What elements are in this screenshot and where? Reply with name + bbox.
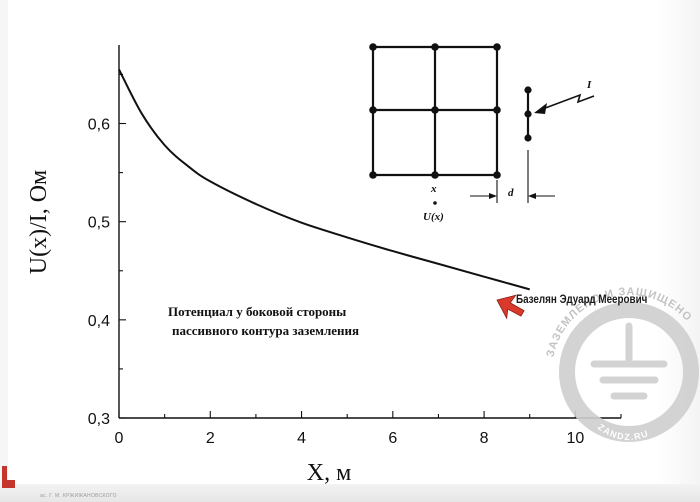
inset-label-i: I <box>586 79 592 91</box>
x-tick-label: 0 <box>115 430 124 447</box>
left-frame <box>0 0 8 502</box>
x-tick-label: 10 <box>566 430 584 447</box>
grid-nodes <box>369 43 501 179</box>
x-tick-label: 6 <box>388 430 397 447</box>
y-tick-label: 0,6 <box>88 117 110 134</box>
y-axis-title: U(x)/I, Ом <box>26 170 52 275</box>
current-arrow <box>534 93 595 114</box>
potential-curve <box>118 69 530 291</box>
y-tick-label: 0,3 <box>88 411 110 428</box>
x-tick-label: 2 <box>206 430 215 447</box>
author-name: Базелян Эдуард Меерович <box>516 292 648 306</box>
electrode-nodes <box>524 86 532 142</box>
inset-label-u: U(x) <box>423 211 444 223</box>
distance-marker <box>470 150 555 203</box>
caption-line-2: пассивного контура заземления <box>172 323 359 338</box>
institute-logo-icon <box>2 466 15 488</box>
inset-label-d: d <box>508 187 514 199</box>
x-axis-title: X, м <box>307 460 352 486</box>
plot-axes <box>118 45 621 419</box>
plot-ticks <box>118 73 622 419</box>
footer-text: ac. Г. М. КРЖИЖАНОВСКОГО <box>40 493 117 499</box>
watermark-outer-ring <box>559 302 699 442</box>
plot-series <box>118 69 530 291</box>
y-tick-label: 0,5 <box>88 215 110 232</box>
ground-symbol-icon <box>590 322 668 400</box>
plot-labels: 0 2 4 6 8 10 0,3 0,4 0,5 0,6 X, м U(x)/I, Ом <box>26 117 584 486</box>
grid-schematic: x U(x) d I <box>369 43 595 223</box>
measure-point <box>433 201 437 205</box>
y-tick-label: 0,4 <box>88 313 110 330</box>
x-tick-label: 8 <box>480 430 489 447</box>
bottom-frame <box>0 484 700 502</box>
mouse-pointer-icon <box>496 294 525 320</box>
inset-label-x: x <box>430 183 437 195</box>
caption-line-1: Потенциал у боковой стороны <box>168 304 346 319</box>
x-tick-label: 4 <box>297 430 306 447</box>
